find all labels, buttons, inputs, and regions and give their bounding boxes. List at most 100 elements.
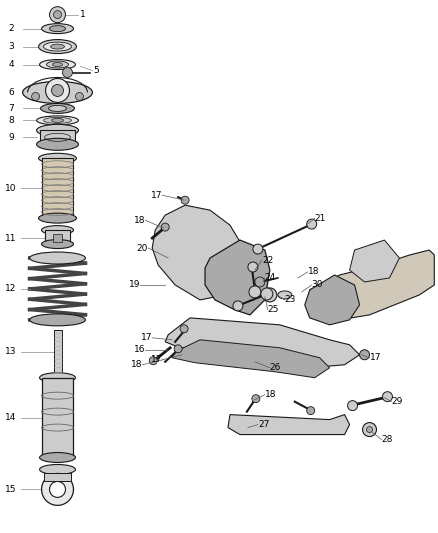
Bar <box>45 230 71 244</box>
Circle shape <box>161 223 169 231</box>
Text: 20: 20 <box>137 244 148 253</box>
Text: 17: 17 <box>151 191 162 200</box>
Ellipse shape <box>49 106 67 111</box>
Text: 22: 22 <box>262 255 273 264</box>
Text: 8: 8 <box>9 116 14 125</box>
Circle shape <box>181 196 189 204</box>
Bar <box>42 158 74 218</box>
Polygon shape <box>305 275 360 325</box>
Text: 1: 1 <box>81 10 86 19</box>
Polygon shape <box>350 240 399 282</box>
Ellipse shape <box>30 252 85 264</box>
Text: 23: 23 <box>285 295 296 304</box>
Circle shape <box>255 277 265 287</box>
Ellipse shape <box>37 124 78 136</box>
Bar <box>53 330 61 375</box>
Circle shape <box>53 11 61 19</box>
Ellipse shape <box>39 453 75 463</box>
Text: 25: 25 <box>268 305 279 314</box>
Text: 15: 15 <box>5 485 16 494</box>
Circle shape <box>46 78 70 102</box>
Text: 17: 17 <box>370 353 381 362</box>
Text: 4: 4 <box>9 60 14 69</box>
Bar <box>42 378 74 457</box>
Ellipse shape <box>39 464 75 474</box>
Polygon shape <box>228 415 350 434</box>
Circle shape <box>49 481 66 497</box>
Text: 5: 5 <box>93 66 99 75</box>
Text: 2: 2 <box>9 24 14 33</box>
Ellipse shape <box>42 23 74 34</box>
Text: 9: 9 <box>9 133 14 142</box>
Text: 13: 13 <box>5 348 16 356</box>
Ellipse shape <box>53 62 63 67</box>
Circle shape <box>348 401 357 410</box>
Ellipse shape <box>23 82 92 103</box>
Ellipse shape <box>50 44 64 49</box>
Circle shape <box>253 244 263 254</box>
Circle shape <box>252 394 260 402</box>
Ellipse shape <box>37 116 78 125</box>
Circle shape <box>180 325 188 333</box>
Circle shape <box>63 68 72 77</box>
Ellipse shape <box>39 39 77 53</box>
Circle shape <box>32 92 39 100</box>
Text: 17: 17 <box>151 356 162 364</box>
Circle shape <box>42 473 74 505</box>
Text: 6: 6 <box>9 88 14 97</box>
Text: 26: 26 <box>270 363 281 372</box>
Polygon shape <box>152 205 245 300</box>
Circle shape <box>360 350 370 360</box>
Text: 11: 11 <box>5 233 16 243</box>
Circle shape <box>149 357 157 365</box>
Circle shape <box>363 423 377 437</box>
Polygon shape <box>310 250 434 320</box>
Text: 28: 28 <box>381 435 393 444</box>
Circle shape <box>261 288 273 300</box>
Circle shape <box>307 407 314 415</box>
Circle shape <box>49 7 66 22</box>
Bar <box>53 234 63 242</box>
Circle shape <box>174 345 182 353</box>
Ellipse shape <box>39 373 75 383</box>
Ellipse shape <box>39 154 77 163</box>
Text: 18: 18 <box>308 268 319 277</box>
Ellipse shape <box>37 139 78 150</box>
Text: 27: 27 <box>258 420 269 429</box>
Ellipse shape <box>278 291 292 299</box>
Ellipse shape <box>49 26 66 31</box>
Text: 24: 24 <box>265 273 276 282</box>
Circle shape <box>367 426 372 433</box>
Ellipse shape <box>39 213 77 223</box>
Text: 16: 16 <box>134 345 145 354</box>
Circle shape <box>75 92 83 100</box>
Polygon shape <box>205 240 270 315</box>
Circle shape <box>52 84 64 96</box>
Ellipse shape <box>30 314 85 326</box>
Text: 3: 3 <box>9 42 14 51</box>
Text: 21: 21 <box>314 214 326 223</box>
Circle shape <box>382 392 392 402</box>
Ellipse shape <box>41 103 74 114</box>
Ellipse shape <box>46 61 68 68</box>
Polygon shape <box>165 318 360 368</box>
Text: 30: 30 <box>312 280 323 289</box>
Text: 19: 19 <box>129 280 140 289</box>
Text: 10: 10 <box>5 184 16 193</box>
Ellipse shape <box>42 225 74 235</box>
Bar <box>39 131 75 144</box>
Ellipse shape <box>42 239 74 248</box>
Ellipse shape <box>43 42 71 51</box>
Text: 18: 18 <box>131 360 142 369</box>
Ellipse shape <box>52 118 64 123</box>
Text: 12: 12 <box>5 285 16 294</box>
Circle shape <box>248 262 258 272</box>
Text: 18: 18 <box>134 216 145 224</box>
Circle shape <box>233 301 243 311</box>
Polygon shape <box>172 340 330 378</box>
Circle shape <box>249 286 261 298</box>
Circle shape <box>263 288 277 302</box>
Text: 14: 14 <box>5 413 16 422</box>
Circle shape <box>307 219 317 229</box>
Text: 29: 29 <box>392 397 403 406</box>
